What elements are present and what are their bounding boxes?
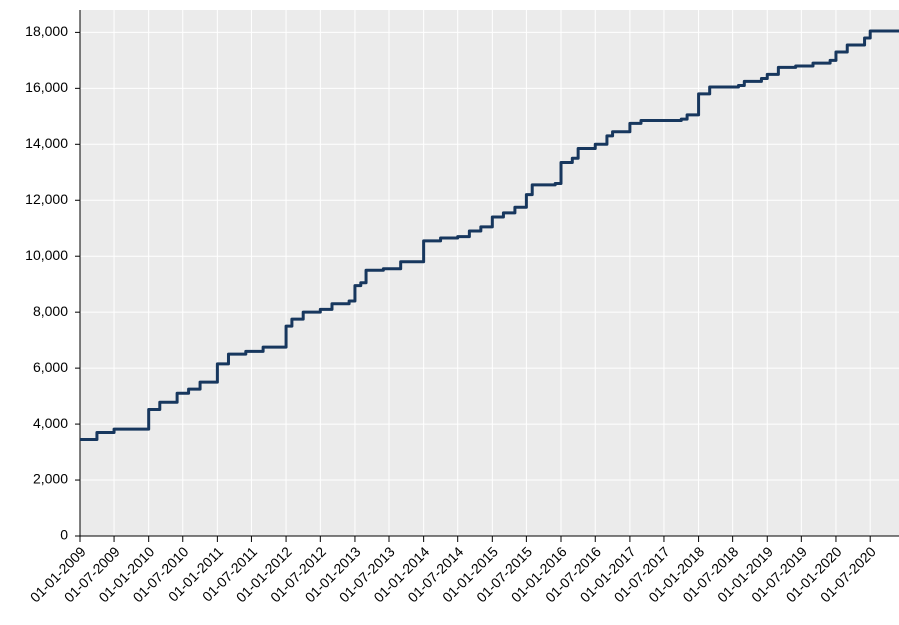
- y-tick-label: 8,000: [33, 303, 68, 319]
- plot-area: [80, 10, 899, 536]
- y-tick-label: 10,000: [25, 247, 68, 263]
- y-tick-label: 2,000: [33, 471, 68, 487]
- y-tick-label: 14,000: [25, 135, 68, 151]
- y-tick-label: 0: [60, 527, 68, 543]
- line: [80, 29, 899, 441]
- y-tick-label: 6,000: [33, 359, 68, 375]
- y-tick-label: 18,000: [25, 23, 68, 39]
- y-tick-label: 16,000: [25, 79, 68, 95]
- y-tick-label: 4,000: [33, 415, 68, 431]
- y-tick-label: 12,000: [25, 191, 68, 207]
